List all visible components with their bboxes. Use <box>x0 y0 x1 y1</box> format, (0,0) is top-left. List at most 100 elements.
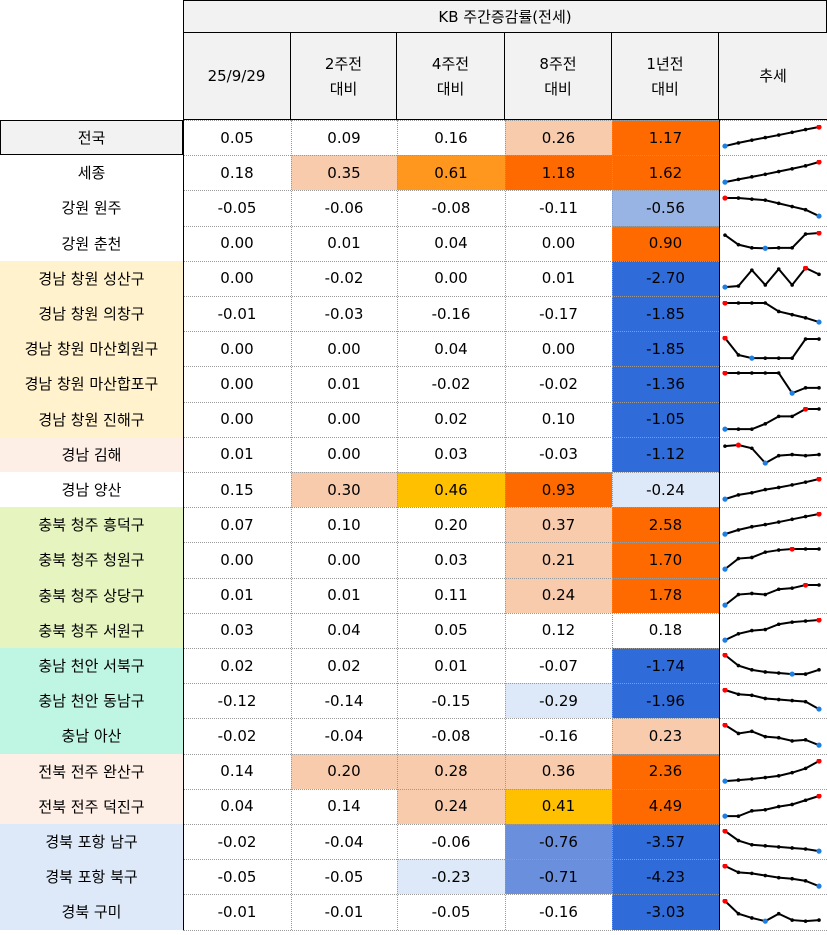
sparkline-point <box>750 525 754 529</box>
sparkline-point <box>803 672 808 676</box>
trend-sparkline <box>722 301 822 325</box>
value-cell: 0.24 <box>505 577 612 613</box>
sparkline-point <box>763 356 768 361</box>
column-header-line2: 대비 <box>329 79 358 98</box>
value-cell: 0.00 <box>434 269 468 288</box>
sparkline-point <box>722 531 728 537</box>
sparkline-path <box>724 830 820 853</box>
sparkline-path <box>724 654 820 676</box>
row-label: 경남 창원 마산합포구 <box>0 366 183 402</box>
sparkline-point <box>790 698 794 703</box>
column-header-line1: 추세 <box>759 67 787 85</box>
trend-sparkline <box>722 265 821 290</box>
sparkline-point <box>750 268 754 272</box>
sparkline-point <box>803 164 808 168</box>
value-cell: 0.07 <box>220 515 254 534</box>
sparkline-point <box>790 282 794 287</box>
sparkline-point <box>776 245 781 250</box>
sparkline-point <box>790 245 794 250</box>
sparkline-point <box>763 592 768 596</box>
row-label: 강원 춘천 <box>61 234 122 253</box>
sparkline-point <box>736 301 741 305</box>
value-cell: 0.30 <box>291 472 397 508</box>
sparkline-path <box>725 197 820 218</box>
sparkline-point <box>790 356 794 361</box>
sparkline-point <box>736 732 741 736</box>
column-header-line2: 대비 <box>544 79 572 98</box>
sparkline-point <box>803 208 808 212</box>
trend-sparkline <box>722 371 821 397</box>
sparkline-point <box>803 619 808 623</box>
sparkline-path <box>724 618 820 641</box>
trend-sparkline <box>722 688 822 712</box>
sparkline-path <box>724 337 819 360</box>
sparkline-point <box>750 842 754 847</box>
sparkline-point <box>722 496 728 502</box>
row-label: 충남 아산 <box>0 718 183 754</box>
value-cell: -0.17 <box>539 304 578 323</box>
value-cell: -0.05 <box>324 867 364 886</box>
value-cell: 0.20 <box>434 515 468 534</box>
value-cell: -0.08 <box>431 198 471 217</box>
sparkline-point <box>776 371 781 376</box>
value-cell: -0.11 <box>539 198 578 217</box>
sparkline-point <box>736 814 741 818</box>
row-label: 세종 <box>77 164 106 183</box>
sparkline-point <box>789 671 795 677</box>
sparkline-point <box>776 201 781 206</box>
value-cell: -0.76 <box>505 824 612 860</box>
sparkline-point <box>803 337 808 342</box>
sparkline-path <box>724 900 820 923</box>
sparkline-point <box>816 160 822 165</box>
sparkline-path <box>724 548 819 571</box>
value-cell: -0.14 <box>324 691 364 710</box>
sparkline-point <box>817 547 821 552</box>
value-cell: 0.02 <box>327 656 361 675</box>
trend-sparkline <box>722 125 822 149</box>
row-label: 경남 창원 마산회원구 <box>0 331 183 367</box>
sparkline-point <box>816 883 822 889</box>
sparkline-point <box>816 793 822 799</box>
sparkline-point <box>816 477 822 482</box>
sparkline-point <box>722 778 728 784</box>
sparkline-point <box>750 175 754 179</box>
row-label: 경북 포항 북구 <box>0 859 183 895</box>
value-cell: 0.18 <box>648 621 683 640</box>
sparkline-point <box>750 371 754 376</box>
sparkline-point <box>750 591 754 595</box>
sparkline-point <box>763 421 768 426</box>
sparkline-point <box>776 169 781 174</box>
row-label: 충북 청주 흥덕구 <box>0 507 183 543</box>
sparkline-point <box>763 696 768 701</box>
grid-col-line <box>291 120 292 930</box>
value-cell: 0.21 <box>505 542 612 578</box>
value-cell: -0.24 <box>612 472 719 508</box>
sparkline-point <box>790 414 794 418</box>
sparkline-point <box>816 742 822 749</box>
value-cell: 0.02 <box>220 656 254 675</box>
value-cell: -0.02 <box>431 374 471 393</box>
sparkline-point <box>790 517 794 522</box>
value-cell: 0.02 <box>434 410 468 429</box>
value-cell: 0.20 <box>291 753 397 789</box>
sparkline-point <box>749 355 755 361</box>
value-cell: -4.23 <box>612 859 719 895</box>
value-cell: 0.46 <box>397 472 505 508</box>
sparkline-point <box>763 775 768 779</box>
sparkline-point <box>803 798 808 802</box>
sparkline-path <box>724 266 820 288</box>
value-cell: -0.05 <box>217 867 257 886</box>
row-label: 충북 청주 청원구 <box>0 542 183 578</box>
sparkline-point <box>817 668 821 672</box>
sparkline-point <box>776 622 781 626</box>
sparkline-point <box>763 550 768 555</box>
value-cell: 0.00 <box>220 234 254 253</box>
sparkline-point <box>776 548 781 553</box>
trend-sparkline <box>722 758 822 784</box>
sparkline-point <box>736 663 741 668</box>
value-cell: 0.00 <box>220 374 254 393</box>
value-cell: 0.03 <box>220 621 254 640</box>
value-cell: 0.01 <box>434 656 468 675</box>
sparkline-point <box>722 829 728 834</box>
